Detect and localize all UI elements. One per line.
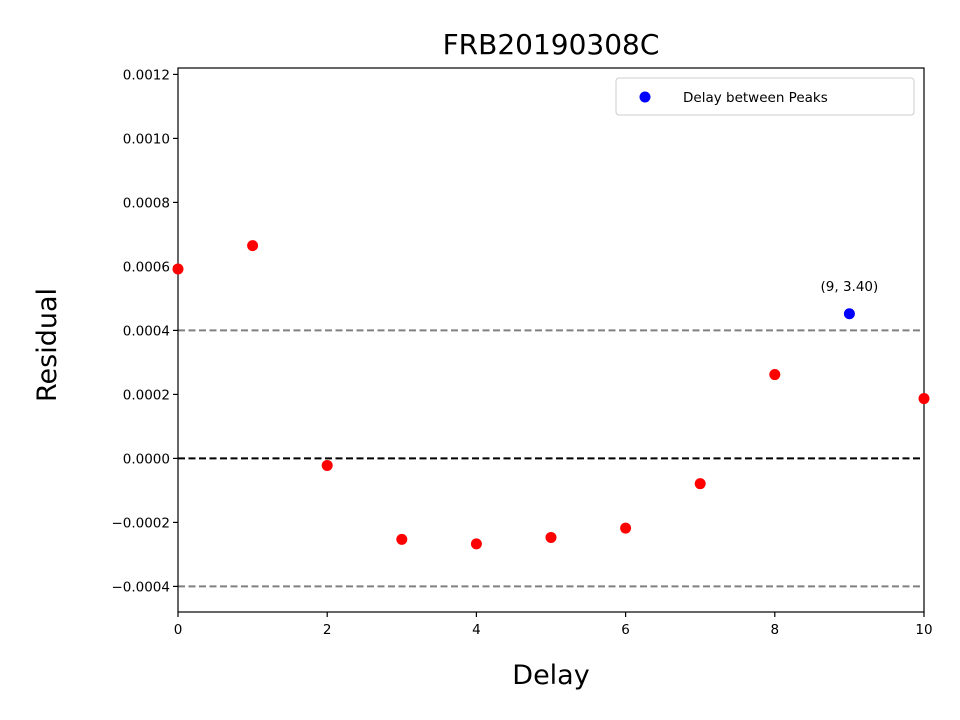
data-point <box>396 533 408 545</box>
y-tick-label: 0.0000 <box>123 451 170 467</box>
y-tick-label: −0.0004 <box>111 579 170 595</box>
y-axis-title: Residual <box>32 288 63 402</box>
legend-label: Delay between Peaks <box>683 90 828 106</box>
y-tick-label: 0.0006 <box>123 259 170 275</box>
data-point <box>247 240 259 252</box>
data-point <box>470 538 482 550</box>
x-tick-label: 6 <box>621 622 630 638</box>
data-point <box>769 369 781 381</box>
y-tick-label: 0.0004 <box>123 323 170 339</box>
x-tick-label: 4 <box>472 622 481 638</box>
x-tick-label: 0 <box>174 622 183 638</box>
data-point <box>918 393 930 405</box>
y-tick-label: 0.0002 <box>123 387 170 403</box>
plot-frame <box>177 67 925 613</box>
y-tick-label: 0.0012 <box>123 67 170 83</box>
legend-box <box>615 77 915 116</box>
x-tick-label: 10 <box>915 622 932 638</box>
highlight-point <box>843 308 855 320</box>
data-point <box>694 478 706 490</box>
x-axis-title: Delay <box>512 660 589 691</box>
data-point <box>545 531 557 543</box>
y-tick-label: 0.0010 <box>123 131 170 147</box>
chart-title: FRB20190308C <box>443 28 660 61</box>
y-tick-label: 0.0008 <box>123 195 170 211</box>
data-point <box>172 263 184 275</box>
x-tick-label: 8 <box>771 622 780 638</box>
point-annotation: (9, 3.40) <box>821 279 879 295</box>
x-tick-label: 2 <box>323 622 332 638</box>
legend-marker <box>639 91 651 103</box>
data-point <box>620 522 632 534</box>
data-point <box>321 459 333 471</box>
y-tick-label: −0.0002 <box>111 515 170 531</box>
plot-area: 0 2 4 6 8 10 −0.0004 −0.0002 0.0000 0.0002 0.0004 0… <box>111 67 933 638</box>
